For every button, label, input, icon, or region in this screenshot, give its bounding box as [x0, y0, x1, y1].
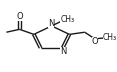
Text: N: N [60, 47, 67, 56]
Text: N: N [48, 19, 54, 28]
Text: CH₃: CH₃ [103, 33, 117, 42]
Text: O: O [92, 37, 99, 46]
Text: O: O [16, 12, 23, 21]
Text: CH₃: CH₃ [60, 15, 75, 24]
